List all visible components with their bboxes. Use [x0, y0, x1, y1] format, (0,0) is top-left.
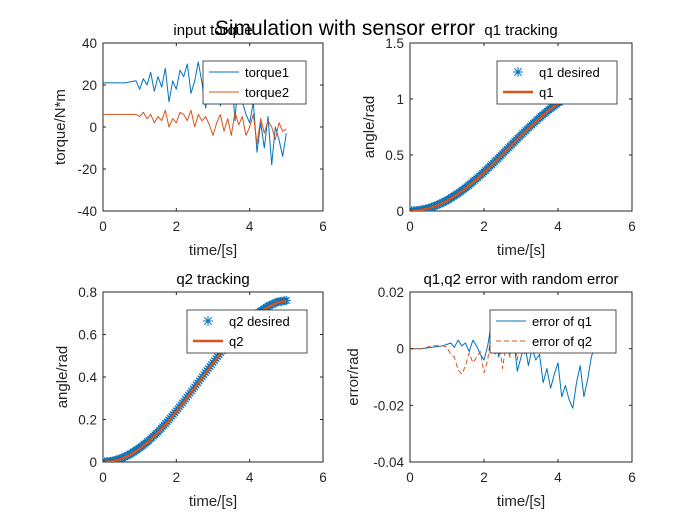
y-tick-label: -20 — [77, 162, 97, 177]
x-tick-label: 2 — [173, 219, 181, 234]
y-tick-label: 1 — [396, 92, 404, 107]
x-tick-label: 4 — [246, 219, 254, 234]
y-axis-label: angle/rad — [54, 346, 71, 409]
legend-box — [489, 309, 617, 354]
legend: torque1 torque2 — [202, 60, 307, 105]
legend: q2 desired q2 — [186, 309, 308, 354]
y-axis-label: angle/rad — [361, 96, 378, 159]
legend-entry: error of q2 — [532, 334, 592, 349]
x-tick-label: 2 — [480, 470, 488, 485]
x-tick-label: 0 — [406, 470, 414, 485]
y-tick-label: 0.5 — [385, 148, 404, 163]
y-tick-label: 40 — [82, 36, 97, 51]
x-axis-label: time/[s] — [497, 493, 545, 510]
subplot-err: 0 2 4 6 -0.04 -0.02 0 0.02 q1,q2 error with rand… — [345, 271, 636, 510]
subplot-q2: 0 2 4 6 0 0.2 0.4 0.6 0.8 q2 tracking time/[s] angl… — [54, 271, 327, 510]
x-tick-label: 4 — [246, 470, 254, 485]
y-tick-label: 0 — [396, 204, 404, 219]
x-tick-label: 2 — [480, 219, 488, 234]
legend-entry: torque2 — [245, 85, 289, 100]
legend-marker — [203, 316, 213, 326]
y-tick-label: 0.4 — [78, 370, 97, 385]
subplot-title: input torque — [173, 22, 252, 39]
x-tick-label: 0 — [99, 219, 107, 234]
legend-box — [186, 309, 308, 354]
y-tick-label: -0.02 — [373, 398, 404, 413]
y-tick-label: 0 — [396, 342, 404, 357]
x-tick-label: 0 — [99, 470, 107, 485]
y-axis-label: error/rad — [345, 348, 362, 406]
y-tick-label: 0.6 — [78, 328, 97, 343]
subplot-torque: 0 2 4 6 -40 -20 0 20 40 input torque time/[s] torqu… — [52, 22, 327, 259]
x-axis-label: time/[s] — [189, 493, 237, 510]
y-tick-label: 0.8 — [78, 285, 97, 300]
y-tick-label: 0.2 — [78, 413, 97, 428]
x-axis-label: time/[s] — [189, 242, 237, 259]
series-torque2-line — [103, 109, 287, 145]
x-tick-label: 6 — [319, 470, 327, 485]
subplot-q1: 0 2 4 6 0 0.5 1 1.5 q1 tracking time/[s] angle/rad… — [361, 22, 636, 259]
y-tick-label: 20 — [82, 78, 97, 93]
legend-entry: q2 desired — [229, 314, 290, 329]
y-tick-label: -0.04 — [373, 455, 404, 470]
series-torque1-line — [103, 61, 287, 166]
legend: q1 desired q1 — [496, 60, 618, 105]
subplot-title: q1 tracking — [484, 22, 557, 39]
series-error-of-q2-line — [410, 331, 526, 375]
x-tick-label: 0 — [406, 219, 414, 234]
x-tick-label: 2 — [173, 470, 181, 485]
y-tick-label: 0 — [89, 120, 97, 135]
figure-suptitle: Simulation with sensor error — [215, 17, 475, 40]
y-tick-label: 0 — [89, 455, 97, 470]
legend: error of q1 error of q2 — [489, 309, 617, 354]
x-axis-label: time/[s] — [497, 242, 545, 259]
x-tick-label: 4 — [554, 470, 562, 485]
legend-box — [202, 60, 307, 105]
legend-entry: error of q1 — [532, 314, 592, 329]
plot-area — [103, 61, 287, 166]
y-tick-label: -40 — [77, 204, 97, 219]
legend-marker — [513, 67, 523, 77]
y-tick-label: 0.02 — [378, 285, 404, 300]
y-tick-label: 1.5 — [385, 36, 404, 51]
y-axis-label: torque/N*m — [52, 89, 69, 165]
legend-box — [496, 60, 618, 105]
x-tick-label: 4 — [554, 219, 562, 234]
x-tick-label: 6 — [319, 219, 327, 234]
legend-entry: q1 desired — [539, 65, 600, 80]
x-tick-label: 6 — [628, 470, 636, 485]
subplot-title: q1,q2 error with random error — [423, 271, 618, 288]
legend-entry: q1 — [539, 85, 553, 100]
legend-entry: q2 — [229, 334, 243, 349]
x-tick-label: 6 — [628, 219, 636, 234]
legend-entry: torque1 — [245, 65, 289, 80]
subplot-title: q2 tracking — [176, 271, 249, 288]
